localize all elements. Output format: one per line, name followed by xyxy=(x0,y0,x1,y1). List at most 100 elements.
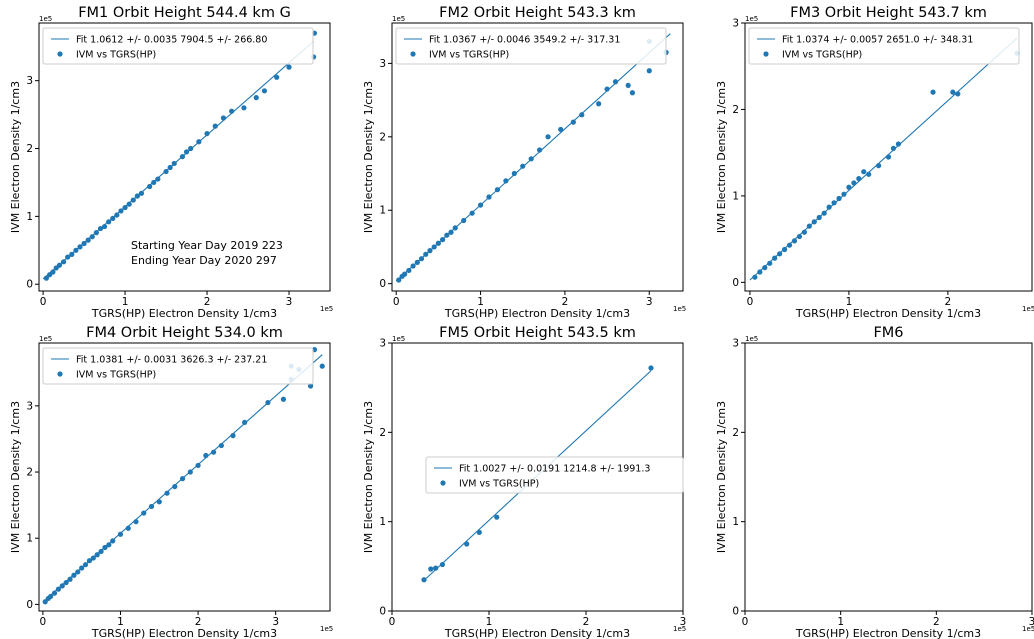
scatter-point xyxy=(117,531,124,537)
scatter-point xyxy=(241,105,247,111)
scatter-point xyxy=(772,255,778,261)
scatter-point xyxy=(612,79,619,85)
scatter-point xyxy=(212,123,218,129)
scatter-point xyxy=(464,541,470,547)
x-tick-label: 0 xyxy=(747,296,754,308)
scatter-point xyxy=(125,525,131,531)
scatter-point xyxy=(59,583,65,589)
scatter-point xyxy=(625,82,631,89)
scatter-point xyxy=(831,200,837,206)
scatter-point xyxy=(596,101,602,107)
legend: Fit 1.0374 +/- 0.0057 2651.0 +/- 348.31 I… xyxy=(748,27,1020,65)
x-tick-label: 3 xyxy=(680,616,687,628)
scatter-point xyxy=(51,590,58,596)
legend-scatter-swatch xyxy=(57,371,63,377)
x-tick-label: 2 xyxy=(195,616,202,628)
y-tick-label: 0 xyxy=(379,606,386,618)
x-tick-label: 2 xyxy=(562,296,569,308)
scatter-point xyxy=(220,115,227,121)
scatter-point xyxy=(60,259,67,265)
scatter-point xyxy=(477,202,484,208)
scatter-point xyxy=(265,399,271,406)
scatter-point xyxy=(846,184,852,190)
y-tick-label: 1 xyxy=(26,533,33,545)
scatter-point xyxy=(188,145,194,152)
scatter-point xyxy=(428,566,434,572)
scatter-point xyxy=(410,263,416,269)
legend-box xyxy=(425,456,684,494)
scatter-point xyxy=(130,197,136,203)
scatter-point xyxy=(147,183,153,190)
scatter-point xyxy=(97,225,104,232)
scatter-point xyxy=(65,254,71,260)
axes-frame xyxy=(744,22,1033,292)
y-tick-label: 1 xyxy=(732,516,739,528)
x-tick-label: 2 xyxy=(204,296,211,308)
y-tick-label: 3 xyxy=(379,338,386,350)
scatter-point xyxy=(195,462,201,469)
y-tick-label: 2 xyxy=(732,427,739,439)
y-tick-label: 3 xyxy=(732,338,739,350)
scatter-point xyxy=(781,246,788,253)
y-axis-label: IVM Electron Density 1/cm3 xyxy=(9,401,22,553)
scatter-point xyxy=(118,208,124,214)
scatter-point xyxy=(777,251,783,257)
scatter-point xyxy=(511,170,517,177)
scatter-point xyxy=(796,233,803,240)
legend-fit-label: Fit 1.0027 +/- 0.0191 1214.8 +/- 1991.3 xyxy=(459,464,650,475)
scatter-point xyxy=(786,242,793,248)
scatter-point xyxy=(141,510,147,516)
legend-scatter-label: IVM vs TGRS(HP) xyxy=(782,50,862,61)
scatter-point xyxy=(440,237,446,243)
legend-box xyxy=(42,347,314,385)
scatter-point xyxy=(122,204,128,211)
scatter-point xyxy=(48,593,54,600)
y-tick-label: 0 xyxy=(732,606,739,618)
y-tick-label: 1 xyxy=(732,190,739,202)
scatter-point xyxy=(423,251,429,257)
y-exponent-label: 1e5 xyxy=(745,335,758,343)
scatter-point xyxy=(179,476,186,482)
legend-fit-label: Fit 1.0367 +/- 0.0046 3549.2 +/- 317.31 xyxy=(429,35,620,46)
x-exponent-label: 1e5 xyxy=(1022,305,1034,313)
y-exponent-label: 1e5 xyxy=(745,15,758,23)
chart-title: FM6 xyxy=(873,325,903,341)
y-tick-label: 3 xyxy=(379,58,386,70)
annotation-line: Starting Year Day 2019 223 xyxy=(131,239,283,252)
scatter-point xyxy=(167,164,173,171)
y-axis-label: IVM Electron Density 1/cm3 xyxy=(715,81,728,233)
scatter-point xyxy=(151,179,157,186)
scatter-point xyxy=(274,74,280,80)
x-tick-label: 1 xyxy=(117,616,124,628)
scatter-point xyxy=(452,225,458,231)
legend: Fit 1.0381 +/- 0.0031 3626.3 +/- 237.21 I… xyxy=(42,347,314,385)
x-tick-label: 1 xyxy=(837,616,844,628)
scatter-point xyxy=(50,269,56,275)
scatter-point xyxy=(55,586,62,592)
scatter-point xyxy=(56,262,63,268)
scatter-point xyxy=(155,176,161,182)
scatter-point xyxy=(110,538,116,544)
x-tick-label: 3 xyxy=(286,296,293,308)
scatter-point xyxy=(435,240,441,246)
scatter-point xyxy=(494,514,500,520)
y-tick-label: 0 xyxy=(26,599,33,611)
subplot-3: FM3 Orbit Height 543.7 km 0 1 2 0 1 2 3 1e5 1e5 TG… xyxy=(715,5,1034,320)
scatter-point xyxy=(545,134,551,140)
scatter-point xyxy=(579,112,585,118)
y-tick-label: 2 xyxy=(379,427,386,439)
scatter-point xyxy=(821,210,827,216)
x-axis-label: TGRS(HP) Electron Density 1/cm3 xyxy=(91,307,277,320)
scatter-point xyxy=(856,176,862,182)
scatter-point xyxy=(629,90,635,96)
scatter-point xyxy=(261,88,268,94)
axes-frame xyxy=(391,22,684,292)
x-exponent-label: 1e5 xyxy=(1022,625,1034,633)
scatter-point xyxy=(876,163,882,169)
scatter-point xyxy=(890,145,897,151)
scatter-point xyxy=(93,230,99,236)
scatter-point xyxy=(752,274,758,280)
scatter-point xyxy=(791,238,798,244)
y-tick-label: 0 xyxy=(732,277,739,289)
